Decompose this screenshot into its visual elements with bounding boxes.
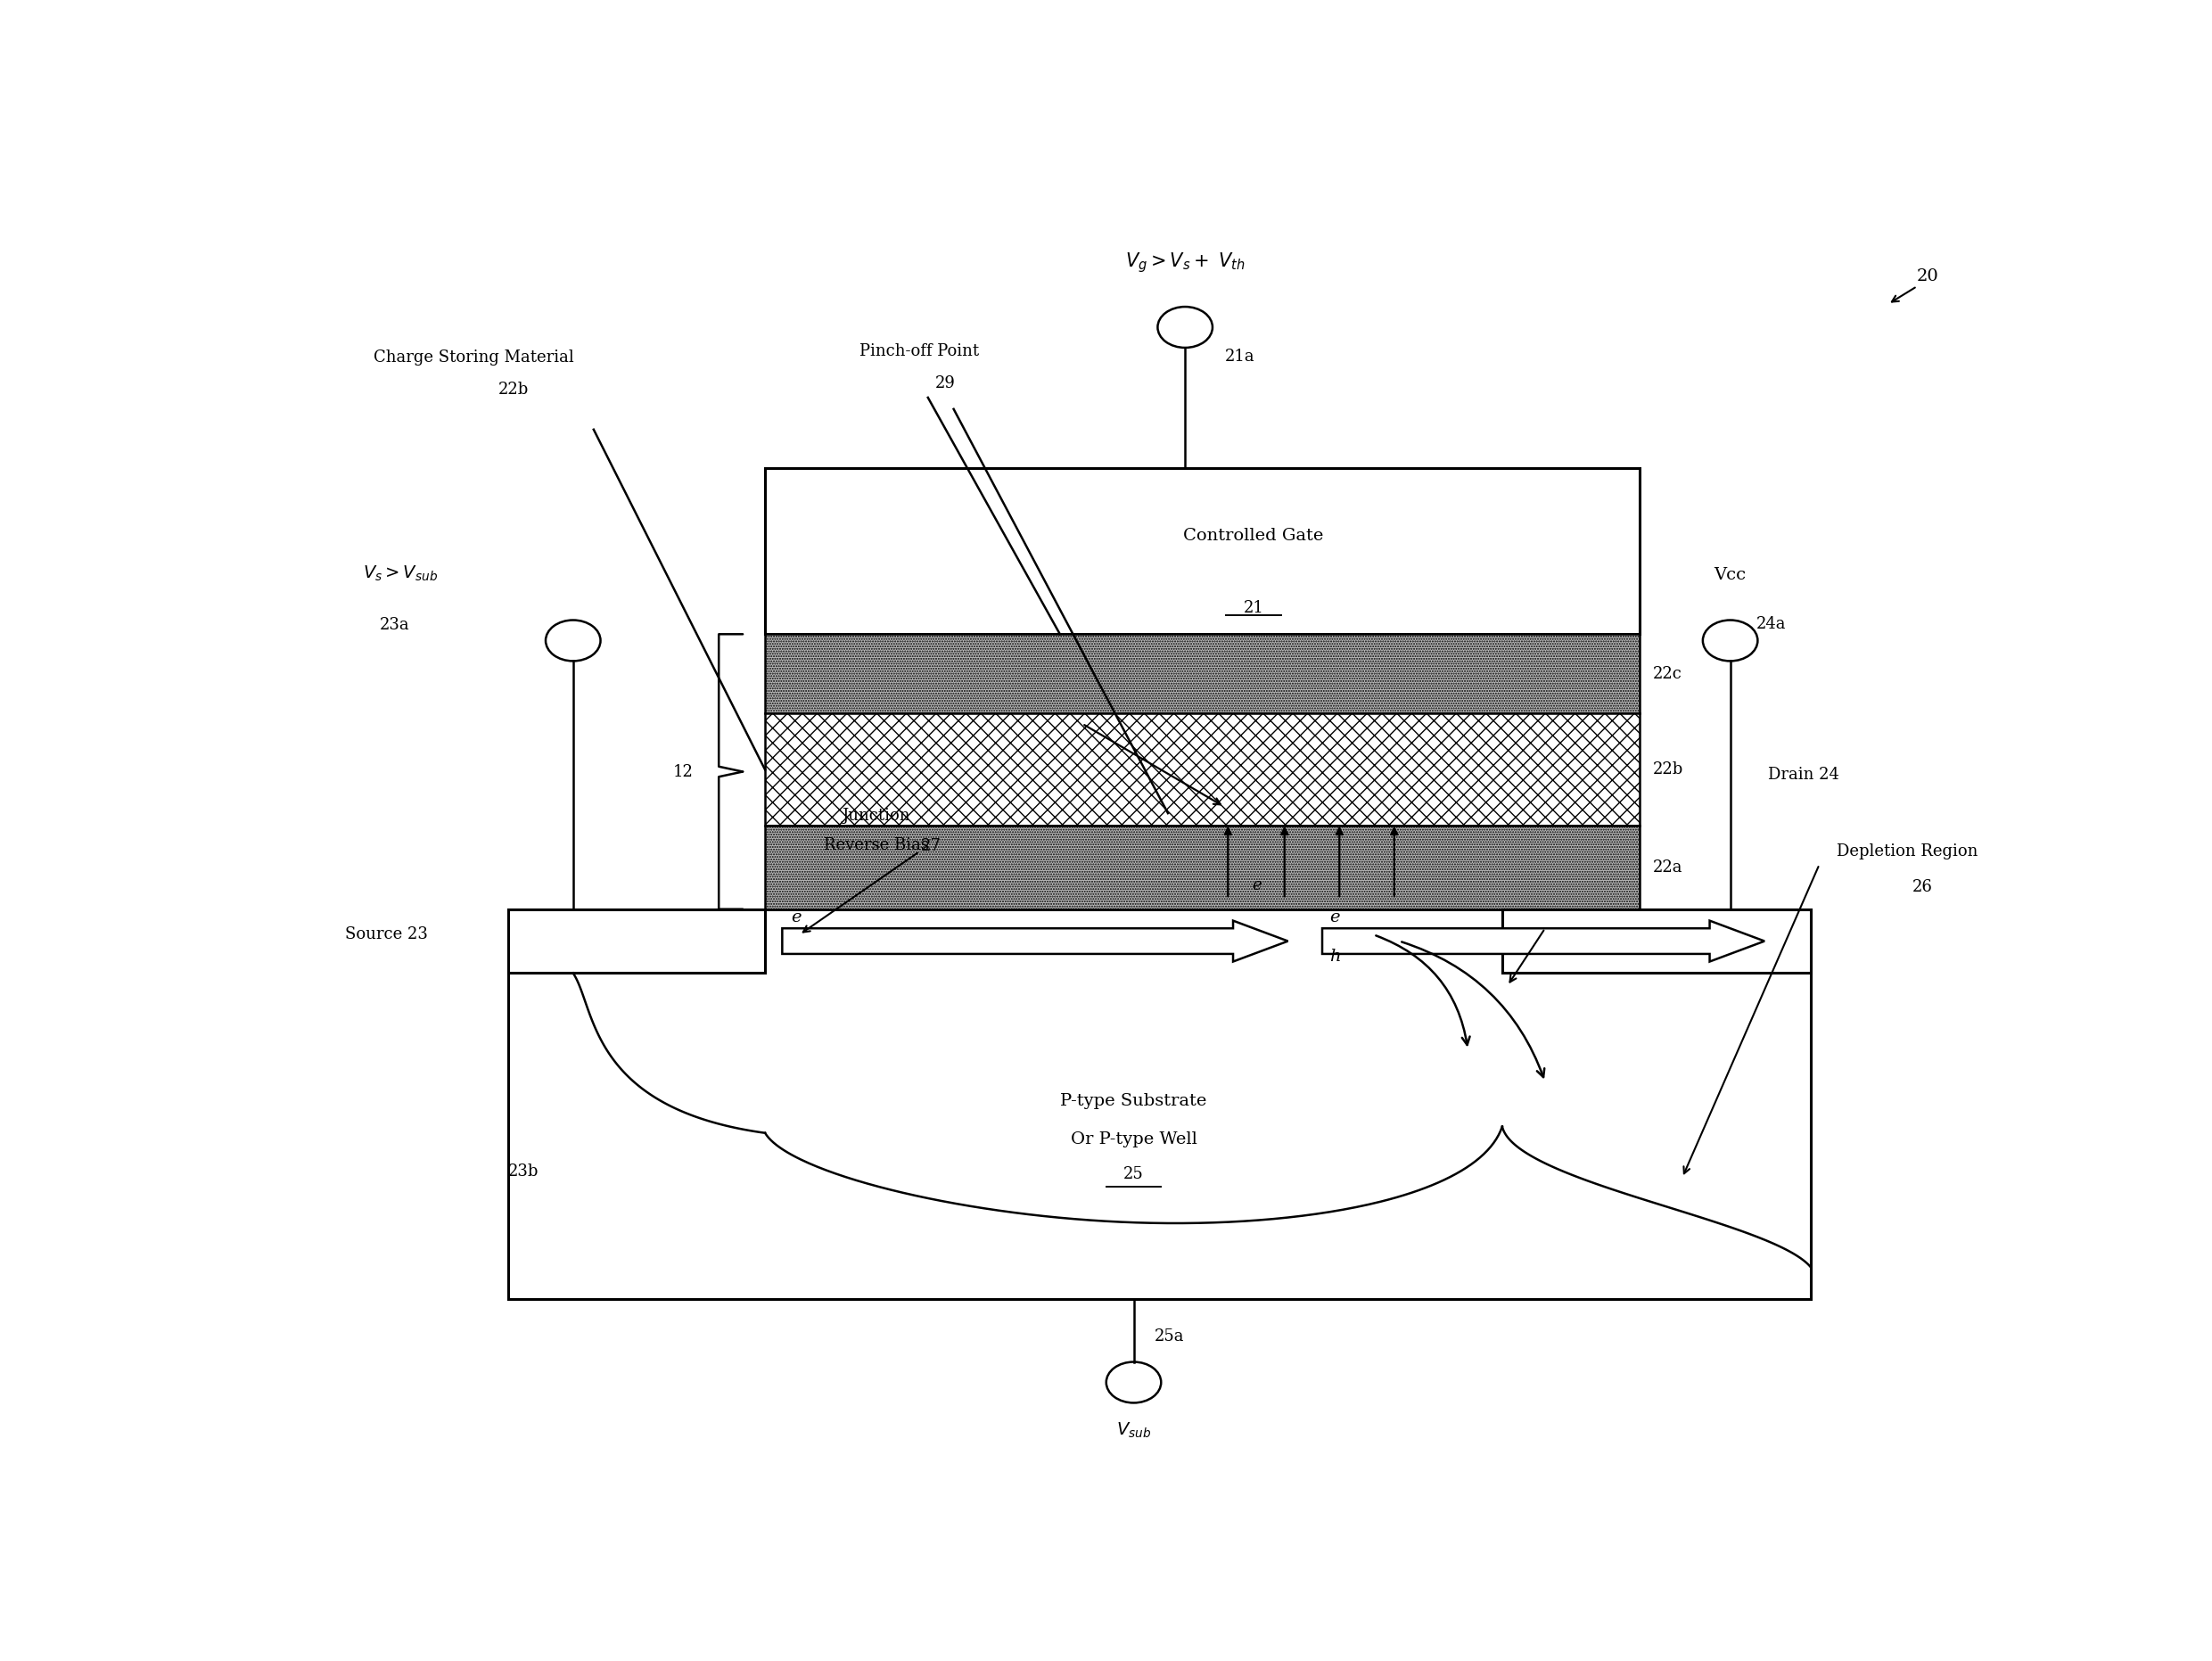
FancyArrow shape	[783, 920, 1287, 962]
Text: Drain 24: Drain 24	[1767, 767, 1838, 782]
Text: P-type Substrate: P-type Substrate	[1060, 1093, 1208, 1110]
Text: N+: N+	[520, 930, 546, 947]
Text: 20: 20	[1916, 267, 1938, 284]
Text: $V_{sub}$: $V_{sub}$	[1117, 1420, 1150, 1440]
Text: $V_g > V_s+\ V_{th}$: $V_g > V_s+\ V_{th}$	[1126, 251, 1245, 274]
Text: 23a: 23a	[380, 618, 409, 633]
Text: 12: 12	[672, 764, 692, 779]
Text: 21: 21	[1243, 600, 1263, 616]
Text: e: e	[792, 910, 801, 925]
Text: 23b: 23b	[509, 1163, 538, 1179]
Text: Junction: Junction	[843, 807, 911, 824]
Bar	[509, 909, 765, 973]
Text: 22a: 22a	[1652, 859, 1683, 875]
Text: Charge Storing Material: Charge Storing Material	[374, 349, 573, 365]
Text: 29: 29	[936, 375, 956, 392]
Text: 25: 25	[1124, 1166, 1144, 1183]
Text: Vcc: Vcc	[1714, 566, 1745, 583]
Text: Depletion Region: Depletion Region	[1836, 844, 1978, 860]
Bar	[1502, 909, 1812, 973]
FancyArrowPatch shape	[1376, 935, 1469, 1045]
Text: e: e	[1329, 910, 1338, 925]
Text: 24a: 24a	[1756, 616, 1785, 631]
FancyArrowPatch shape	[1402, 942, 1544, 1076]
Text: 27: 27	[920, 839, 942, 854]
Text: 21a: 21a	[1225, 349, 1254, 365]
FancyArrow shape	[1323, 920, 1765, 962]
Text: 24b: 24b	[1537, 914, 1568, 930]
Text: 25a: 25a	[1155, 1329, 1183, 1344]
Text: $V_s > V_{sub}$: $V_s > V_{sub}$	[363, 565, 438, 583]
Text: 22c: 22c	[1652, 666, 1683, 683]
Bar	[509, 909, 1812, 1299]
Text: 22b: 22b	[498, 382, 529, 397]
Text: N+: N+	[1728, 930, 1756, 947]
Text: Reverse Bias: Reverse Bias	[823, 837, 929, 852]
Text: Or P-type Well: Or P-type Well	[1071, 1131, 1197, 1148]
Bar	[765, 635, 1639, 714]
Bar	[765, 826, 1639, 909]
Bar	[765, 468, 1639, 635]
Text: Controlled Gate: Controlled Gate	[1183, 528, 1323, 543]
Text: 26: 26	[1911, 879, 1933, 895]
Text: e: e	[1252, 877, 1261, 894]
Text: h: h	[1329, 948, 1340, 965]
Bar	[765, 714, 1639, 826]
Text: Pinch-off Point: Pinch-off Point	[860, 344, 980, 359]
Text: 22b: 22b	[1652, 762, 1683, 777]
Text: Source 23: Source 23	[345, 927, 427, 943]
